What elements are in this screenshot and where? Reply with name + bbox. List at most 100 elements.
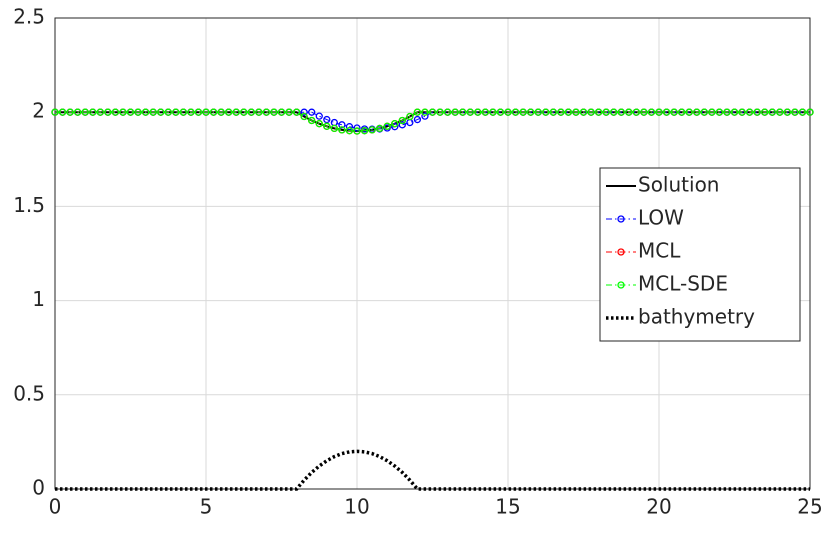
series-marker xyxy=(345,127,354,135)
series-marker xyxy=(428,108,437,116)
series-marker xyxy=(398,116,406,125)
series-marker xyxy=(753,108,761,116)
series-marker xyxy=(300,108,308,116)
series-marker xyxy=(74,108,82,116)
series-marker xyxy=(391,123,399,131)
series-marker xyxy=(534,108,542,116)
series-marker xyxy=(761,108,769,116)
series-marker xyxy=(678,108,686,116)
plot-frame xyxy=(54,17,811,490)
series-marker xyxy=(783,108,791,116)
series-marker xyxy=(353,127,361,135)
series-marker xyxy=(383,122,391,130)
series-marker xyxy=(617,108,625,116)
x-tick-label: 15 xyxy=(495,495,520,519)
series-marker xyxy=(58,108,67,116)
series-marker xyxy=(655,108,663,116)
series-marker xyxy=(730,108,739,116)
series-marker xyxy=(738,108,746,116)
series-marker xyxy=(413,115,422,124)
series-marker xyxy=(406,112,414,121)
series-marker xyxy=(504,108,512,116)
series-marker xyxy=(141,108,150,116)
series-marker xyxy=(557,108,565,116)
series-marker xyxy=(338,126,346,134)
series-marker xyxy=(602,108,610,116)
series-marker xyxy=(255,108,263,116)
series-marker xyxy=(474,108,482,116)
series-marker xyxy=(315,112,323,120)
series-marker xyxy=(330,124,339,133)
series-marker xyxy=(798,108,807,116)
series-marker xyxy=(323,115,331,124)
legend-label: bathymetry xyxy=(638,305,755,329)
series-marker xyxy=(126,108,135,116)
series-marker xyxy=(89,108,97,116)
series-marker xyxy=(768,108,776,116)
series-marker xyxy=(398,121,406,129)
series-marker xyxy=(187,108,195,116)
series-marker xyxy=(262,108,271,116)
x-tick-label: 20 xyxy=(646,495,671,519)
x-tick-label: 10 xyxy=(344,495,369,519)
y-tick-label: 1 xyxy=(32,287,45,311)
series-marker xyxy=(66,108,74,116)
series-marker xyxy=(134,108,142,116)
series-marker xyxy=(670,108,678,116)
series-marker xyxy=(662,108,671,116)
legend-label: MCL-SDE xyxy=(638,272,728,296)
series-marker xyxy=(708,108,716,116)
series-marker xyxy=(413,108,422,116)
series-marker xyxy=(625,108,633,116)
series-marker xyxy=(421,112,429,120)
series-marker xyxy=(451,108,459,116)
series-marker xyxy=(247,108,255,116)
legend-marker xyxy=(617,248,625,256)
y-tick-label: 2.5 xyxy=(13,5,45,29)
series-marker xyxy=(119,108,127,116)
series-marker xyxy=(700,108,708,116)
series-marker xyxy=(489,108,497,116)
series-marker xyxy=(300,112,308,121)
series-marker xyxy=(315,120,323,128)
legend-marker xyxy=(617,281,625,289)
series-marker xyxy=(572,108,580,116)
series-line xyxy=(55,449,810,491)
series-marker xyxy=(549,108,557,116)
y-tick-label: 0 xyxy=(32,476,45,500)
series-marker xyxy=(647,108,656,116)
series-marker xyxy=(232,108,240,116)
series-marker xyxy=(323,122,331,130)
series-marker xyxy=(353,124,361,132)
series-marker xyxy=(104,108,112,116)
y-tick-label: 0.5 xyxy=(13,381,45,405)
series-marker xyxy=(96,108,104,116)
series-marker xyxy=(202,108,210,116)
legend-label: MCL xyxy=(638,239,681,263)
series-marker xyxy=(157,108,165,116)
series-marker xyxy=(240,108,248,116)
series-marker xyxy=(149,108,157,116)
series-marker xyxy=(421,108,429,116)
series-marker xyxy=(209,108,218,116)
series-marker xyxy=(685,108,693,116)
series-marker xyxy=(776,108,784,116)
series-marker xyxy=(368,126,376,134)
series-marker xyxy=(111,108,120,116)
series-marker xyxy=(308,116,316,125)
series-marker xyxy=(806,108,814,116)
series-marker xyxy=(594,108,603,116)
x-tick-label: 25 xyxy=(797,495,822,519)
series-marker xyxy=(360,127,369,135)
series-marker xyxy=(610,108,618,116)
series-marker xyxy=(640,108,648,116)
x-tick-label: 5 xyxy=(200,495,213,519)
series-marker xyxy=(436,108,444,116)
series-marker xyxy=(511,108,520,116)
series-marker xyxy=(481,108,490,116)
legend: Solution LOW MCL MCL-SDE bathymetry xyxy=(599,167,801,342)
series-marker xyxy=(164,108,172,116)
x-tick-label: 0 xyxy=(49,495,62,519)
series-marker xyxy=(587,108,595,116)
y-tick-label: 1.5 xyxy=(13,193,45,217)
